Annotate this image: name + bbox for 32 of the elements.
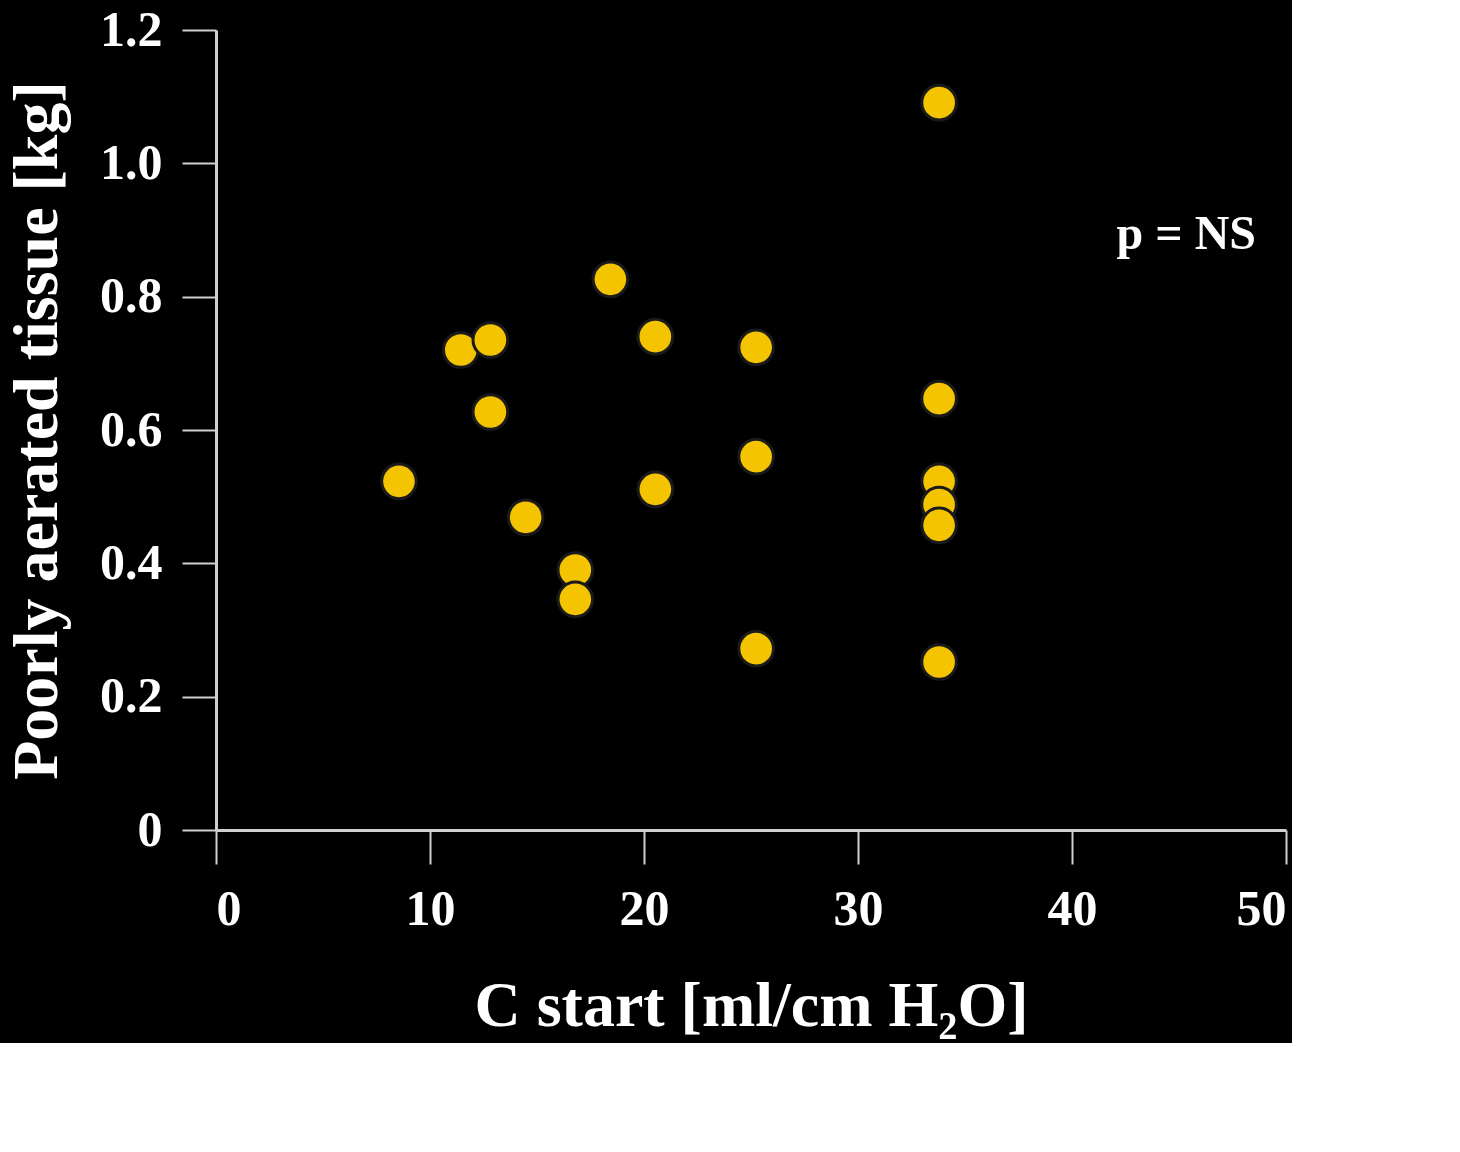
- point: [556, 580, 595, 619]
- annotation: p = NS: [1116, 206, 1256, 259]
- x-tick-label: 10: [405, 879, 456, 936]
- point: [380, 462, 418, 501]
- point: [920, 506, 958, 545]
- x-tick-label: 30: [833, 879, 884, 936]
- point: [737, 328, 775, 367]
- point: [920, 643, 958, 681]
- point: [591, 260, 630, 299]
- point: [471, 321, 510, 359]
- point: [471, 393, 510, 431]
- x-tick-label: 40: [1047, 879, 1098, 936]
- point: [920, 83, 958, 122]
- x-tick-label: 50: [1236, 879, 1287, 936]
- y-axis-title: Poorly aerated tissue [kg]: [0, 81, 71, 780]
- point: [506, 498, 545, 537]
- point: [920, 379, 958, 418]
- x-axis-title: C start [ml/cm H₂O]: [474, 968, 1029, 1040]
- point: [737, 629, 775, 668]
- y-tick-label: 0.8: [100, 267, 163, 324]
- point: [636, 470, 675, 509]
- y-tick-label: 1.0: [100, 133, 163, 190]
- x-tick-label: 20: [619, 879, 670, 936]
- y-tick-label: 1.2: [100, 0, 163, 57]
- x-tick-label: 0: [216, 879, 242, 936]
- y-tick-label: 0.6: [100, 400, 163, 457]
- point: [737, 437, 775, 476]
- point: [636, 317, 675, 356]
- point: [441, 331, 480, 369]
- y-tick-label: 0: [137, 800, 163, 857]
- y-tick-label: 0.4: [100, 533, 163, 590]
- y-tick-label: 0.2: [100, 667, 163, 724]
